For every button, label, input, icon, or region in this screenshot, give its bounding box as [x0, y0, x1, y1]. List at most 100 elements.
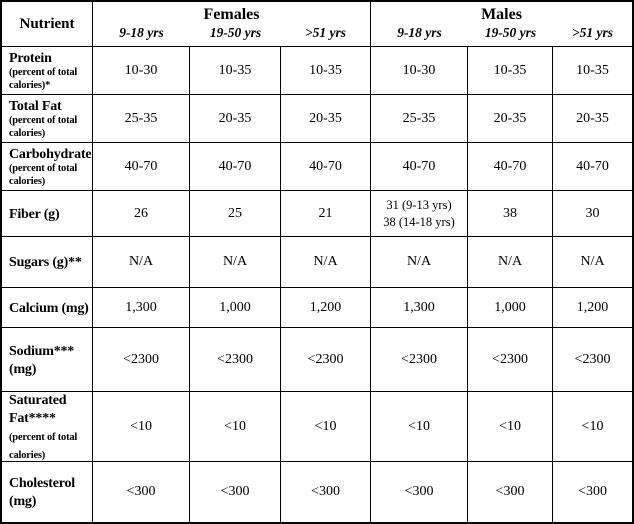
- row-label-cell: Carbohydrate (percent of total calories): [2, 143, 93, 190]
- row-label: Sugars (g)**: [9, 255, 82, 270]
- value-cell: 20-35: [468, 95, 553, 142]
- males-age-row: 9-18 yrs 19-50 yrs >51 yrs: [371, 24, 632, 42]
- value-cell: 10-35: [576, 62, 609, 78]
- females-age-9-18-label: 9-18 yrs: [119, 25, 164, 40]
- value-cell: 40-70: [576, 158, 609, 174]
- row-label-cell: Total Fat (percent of total calories): [2, 95, 93, 142]
- females-age-19-50-label: 19-50 yrs: [209, 25, 262, 40]
- value-cell: 1,200: [576, 299, 609, 315]
- value-cell: 30: [585, 205, 600, 221]
- value-cell: <10: [93, 392, 190, 461]
- value-cell: 40-70: [190, 143, 281, 190]
- row-label: Calcium (mg): [9, 300, 89, 316]
- males-age-51plus-label: >51 yrs: [571, 25, 614, 40]
- value-cell: 25: [190, 191, 281, 236]
- value-cell: 1,300: [93, 288, 190, 327]
- value-cell: 40-70: [93, 143, 190, 190]
- row-label-note: (percent of total calories): [9, 431, 78, 461]
- row-label: Cholesterol (mg): [9, 476, 75, 509]
- row-label-cell: Saturated Fat**** (percent of total calo…: [2, 392, 93, 461]
- value-cell: <300: [281, 462, 371, 522]
- value-cell: <300: [190, 462, 281, 522]
- females-header-label: Females: [203, 6, 260, 23]
- value-cell: 10-35: [281, 47, 371, 94]
- row-label-note: (percent of total calories)*: [9, 67, 78, 91]
- value-cell: 10-30: [371, 47, 468, 94]
- females-header-group: Females 9-18 yrs 19-50 yrs >51 yrs: [93, 2, 371, 46]
- row-label-note: (percent of total calories): [9, 115, 78, 139]
- table-row: Cholesterol (mg) <300 <300 <300 <300 <300 <300: [2, 462, 632, 522]
- value-cell: <10: [581, 418, 604, 434]
- row-label-cell: Calcium (mg): [2, 288, 93, 327]
- value-cell: <2300: [93, 328, 190, 391]
- table-header-row: Nutrient Females 9-18 yrs 19-50 yrs >51 …: [2, 2, 632, 47]
- value-cell: 38: [468, 191, 553, 236]
- value-cell: 25-35: [93, 95, 190, 142]
- value-cell: 20-35: [281, 95, 371, 142]
- value-cell: N/A: [190, 237, 281, 287]
- table-row: Protein (percent of total calories)* 10-30…: [2, 47, 632, 95]
- row-label-cell: Protein (percent of total calories)*: [2, 47, 93, 94]
- value-cell: 31 (9-13 yrs) 38 (14-18 yrs): [371, 191, 468, 236]
- males-age-9-18-label: 9-18 yrs: [397, 25, 442, 40]
- row-label: Protein: [9, 51, 52, 67]
- value-cell: 10-30: [93, 47, 190, 94]
- table-row: Fiber (g) 26 25 21 31 (9-13 yrs) 38 (14-18 y…: [2, 191, 632, 237]
- value-cell: <300: [468, 462, 553, 522]
- value-cell: <2300: [371, 328, 468, 391]
- value-cell: 10-35: [190, 47, 281, 94]
- value-cell: N/A: [281, 237, 371, 287]
- row-label-cell: Fiber (g): [2, 191, 93, 236]
- value-cell: 10-35: [468, 47, 553, 94]
- value-cell: <10: [371, 392, 468, 461]
- table-row: Calcium (mg) 1,300 1,000 1,200 1,300 1,000 1,2…: [2, 288, 632, 328]
- table-row: Sodium*** (mg) <2300 <2300 <2300 <2300 <2300 <…: [2, 328, 632, 392]
- value-cell: 1,200: [281, 288, 371, 327]
- row-label: Saturated Fat****: [9, 392, 67, 426]
- value-cell: <10: [190, 392, 281, 461]
- table-body: Protein (percent of total calories)* 10-30…: [2, 47, 632, 522]
- value-cell: N/A: [371, 237, 468, 287]
- value-cell: <10: [281, 392, 371, 461]
- value-cell: N/A: [93, 237, 190, 287]
- row-label-cell: Cholesterol (mg): [2, 462, 93, 522]
- males-age-19-50-label: 19-50 yrs: [484, 25, 537, 40]
- value-cell: 20-35: [576, 110, 609, 126]
- value-cell: 21: [281, 191, 371, 236]
- value-cell: <2300: [281, 328, 371, 391]
- value-cell: <300: [93, 462, 190, 522]
- row-label-cell: Sodium*** (mg): [2, 328, 93, 391]
- value-cell: 1,000: [468, 288, 553, 327]
- value-cell: 25-35: [371, 95, 468, 142]
- value-cell: <2300: [468, 328, 553, 391]
- value-cell: <2300: [574, 351, 611, 367]
- value-cell: <10: [468, 392, 553, 461]
- value-cell: <300: [371, 462, 468, 522]
- row-label-note: (percent of total calories): [9, 163, 78, 187]
- males-header-label: Males: [481, 6, 522, 23]
- row-label-cell: Sugars (g)**: [2, 237, 93, 287]
- nutrient-column-header: Nutrient: [2, 2, 93, 46]
- value-cell: 1,300: [371, 288, 468, 327]
- value-cell: 40-70: [468, 143, 553, 190]
- value-cell: 26: [93, 191, 190, 236]
- value-cell: 1,000: [190, 288, 281, 327]
- females-age-row: 9-18 yrs 19-50 yrs >51 yrs: [93, 24, 370, 42]
- value-cell: 20-35: [190, 95, 281, 142]
- value-cell: N/A: [468, 237, 553, 287]
- row-label: Sodium*** (mg): [9, 343, 75, 377]
- value-cell: N/A: [580, 254, 605, 269]
- males-header-group: Males 9-18 yrs 19-50 yrs >51 yrs: [371, 2, 632, 46]
- table-row: Total Fat (percent of total calories) 25-3…: [2, 95, 632, 143]
- row-label: Fiber (g): [9, 206, 60, 222]
- value-cell: <2300: [190, 328, 281, 391]
- nutrient-header-label: Nutrient: [19, 15, 75, 32]
- value-cell: 40-70: [281, 143, 371, 190]
- value-cell: 40-70: [371, 143, 468, 190]
- value-cell: <300: [578, 484, 607, 499]
- row-label: Total Fat: [9, 99, 62, 115]
- table-row: Sugars (g)** N/A N/A N/A N/A N/A N/A: [2, 237, 632, 288]
- table-row: Carbohydrate (percent of total calories) 4…: [2, 143, 632, 191]
- females-age-51plus-label: >51 yrs: [304, 25, 347, 40]
